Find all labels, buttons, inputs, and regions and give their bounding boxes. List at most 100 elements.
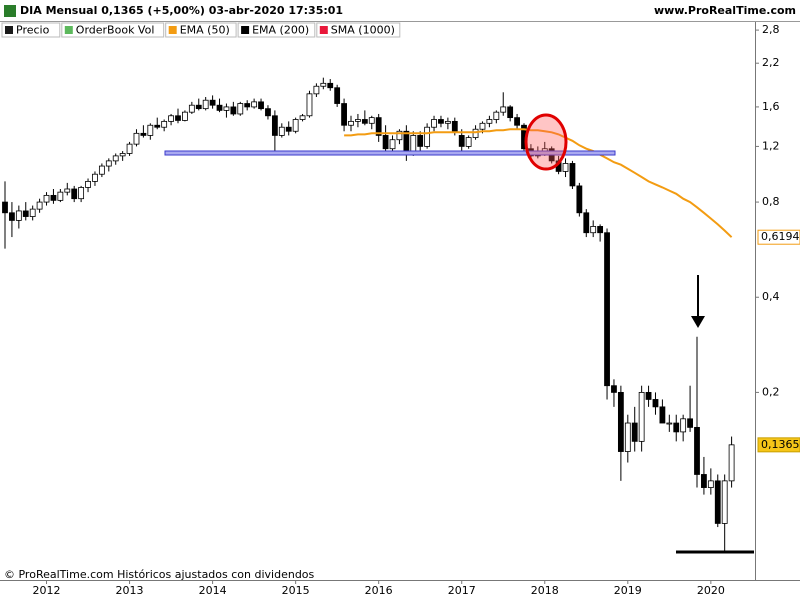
x-tick-label: 2020	[697, 584, 725, 597]
candle-body	[251, 101, 258, 108]
candle-body	[9, 212, 15, 221]
candle-body	[500, 106, 507, 113]
candle-body	[271, 115, 278, 136]
candle-body	[216, 104, 223, 111]
candle-body	[22, 210, 29, 217]
y-tick-label: 2,8	[762, 23, 780, 36]
candle-body	[417, 135, 424, 147]
candle-body	[313, 85, 320, 95]
x-tick-label: 2013	[116, 584, 144, 597]
candle-body	[486, 119, 493, 124]
x-tick-label: 2019	[614, 584, 642, 597]
candle-body	[188, 104, 195, 113]
candle-body	[175, 115, 181, 121]
candle-body	[209, 99, 216, 106]
candle-body	[583, 212, 590, 234]
candle-body	[126, 143, 133, 154]
candle-body	[673, 422, 680, 433]
candle-body	[604, 232, 610, 387]
footer: © ProRealTime.com Históricos ajustados c…	[4, 568, 315, 581]
candle-body	[624, 422, 631, 452]
candle-body	[133, 132, 140, 145]
candle-body	[355, 119, 361, 122]
candle-body	[597, 226, 604, 234]
candle-body	[431, 119, 437, 128]
candle-body	[265, 108, 271, 117]
candle-body	[382, 135, 389, 150]
candle-body	[707, 480, 714, 488]
candle-body	[680, 418, 687, 433]
arrow-head	[691, 316, 705, 328]
x-tick-label: 2016	[365, 584, 393, 597]
legend-box	[316, 22, 401, 38]
candle-body	[514, 117, 520, 126]
candle-body	[140, 132, 147, 136]
y-tick-label: 0,8	[762, 195, 780, 208]
candle-body	[659, 406, 666, 424]
candle-body	[57, 191, 64, 201]
support-zone	[164, 150, 616, 156]
candle-body	[15, 210, 22, 221]
candle-body	[451, 120, 458, 132]
candle-body	[638, 391, 645, 442]
candle-body	[36, 201, 43, 210]
candle-body	[410, 135, 417, 152]
y-tick-label: 2,2	[762, 56, 780, 69]
candle-body	[306, 93, 313, 117]
candle-body	[562, 163, 569, 172]
legend-label: Precio	[16, 24, 50, 37]
legend-swatch	[241, 26, 250, 34]
candle-body	[168, 115, 174, 122]
candle-body	[223, 106, 230, 111]
y-tick-label: 0,2	[762, 385, 780, 398]
candle-body	[147, 124, 154, 136]
candle-body	[202, 99, 209, 110]
candle-body	[230, 106, 237, 115]
highlight-circle	[524, 113, 568, 171]
legend-box	[1, 22, 61, 38]
candle-body	[98, 165, 105, 175]
candle-body	[652, 399, 659, 408]
legend-box	[165, 22, 237, 38]
candle-body	[493, 111, 500, 120]
candle-body	[195, 104, 202, 110]
x-tick-label: 2012	[33, 584, 61, 597]
candle-body	[472, 128, 479, 138]
chart-title: DIA Mensual 0,1365 (+5,00%) 03-abr-2020 …	[20, 4, 343, 17]
y-tick-label: 1,2	[762, 139, 780, 152]
candle-body	[154, 124, 161, 128]
candle-body	[341, 103, 347, 126]
candle-body	[244, 103, 251, 108]
candle-body	[361, 119, 368, 124]
candle-body	[78, 187, 85, 200]
candle-body	[645, 391, 652, 400]
y-tick-label: 1,6	[762, 100, 780, 113]
candle-body	[611, 385, 617, 393]
candle-body	[666, 422, 673, 425]
candle-body	[458, 135, 465, 147]
candle-body	[348, 120, 354, 126]
price-tag-label: 0,1365	[761, 438, 800, 451]
candle-body	[258, 101, 264, 110]
candle-body	[285, 126, 292, 132]
legend-label: EMA (200)	[252, 24, 309, 37]
candle-body	[438, 119, 444, 124]
candle-body	[375, 117, 382, 136]
x-tick-label: 2015	[282, 584, 310, 597]
candle-body	[292, 119, 299, 132]
candle-body	[64, 188, 71, 193]
candle-body	[507, 106, 514, 119]
candle-body	[161, 120, 168, 128]
x-tick-label: 2017	[448, 584, 476, 597]
y-tick-label: 0,4	[762, 290, 780, 303]
candle-body	[569, 163, 576, 187]
candle-body	[389, 139, 396, 150]
legend-swatch	[319, 26, 328, 34]
candle-body	[687, 418, 693, 428]
candle-body	[631, 422, 638, 442]
site-name: www.ProRealTime.com	[654, 4, 796, 17]
legend-label: SMA (1000)	[331, 24, 395, 37]
legend-label: EMA (50)	[180, 24, 230, 37]
candle-body	[396, 130, 403, 141]
